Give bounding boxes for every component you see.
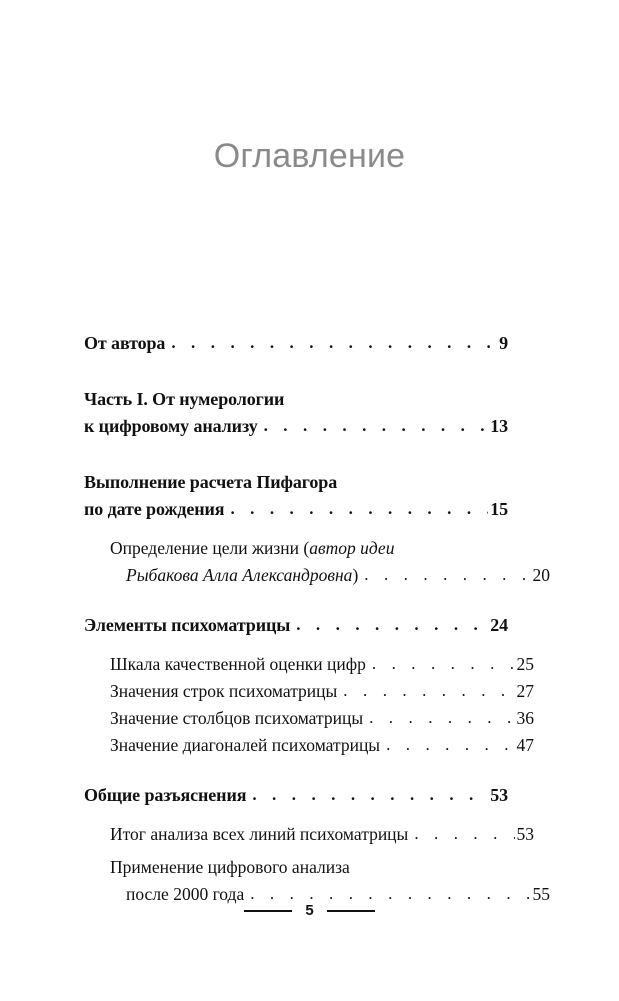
footer-rule-left	[244, 909, 293, 912]
toc-entry[interactable]: Часть I. От нумерологии к цифровому анал…	[84, 386, 508, 440]
toc-entry-page: 24	[490, 615, 508, 635]
dot-leader: . . . . . . . . . . . . . . . . . . . . …	[414, 824, 514, 843]
dot-leader: . . . . . . . . . . . . . . . . . . . . …	[343, 681, 514, 700]
toc-entry-page: 9	[499, 333, 508, 353]
page-title: Оглавление	[213, 137, 406, 175]
toc-entry-title: Определение цели жизни (	[110, 538, 310, 558]
toc-entry-page: 53	[516, 824, 535, 844]
toc-entry[interactable]: Итог анализа всех линий психоматрицы . .…	[84, 821, 534, 848]
spacer	[84, 589, 508, 612]
dot-leader: . . . . . . . . . . . . . . . . . . . . …	[296, 615, 488, 634]
toc-entry-title-italic: автор идеи	[309, 538, 395, 558]
toc-entry-page: 27	[516, 681, 535, 701]
spacer	[84, 440, 508, 469]
toc-entry-title: Значения строк психоматрицы	[110, 681, 338, 701]
footer-rule-right	[326, 909, 375, 912]
toc-entry[interactable]: Значение диагоналей психоматрицы . . . .…	[84, 732, 534, 759]
toc-entry[interactable]: Значение столбцов психоматрицы . . . . .…	[84, 705, 534, 732]
toc-entry-title-cont: по дате рождения	[84, 499, 225, 519]
table-of-contents: От автора . . . . . . . . . . . . . . . …	[84, 330, 550, 908]
toc-entry-title-cont: )	[352, 565, 359, 585]
toc-entry-page: 13	[490, 416, 508, 436]
toc-entry-title-italic-cont: Рыбакова Алла Александровна	[126, 565, 353, 585]
toc-entry-title: Элементы психоматрицы	[84, 615, 291, 635]
toc-entry-title-cont: к цифровому анализу	[84, 416, 258, 436]
toc-entry[interactable]: Применение цифрового анализа после 2000 …	[84, 854, 550, 908]
toc-entry-page: 20	[532, 565, 551, 585]
toc-entry-page: 53	[490, 785, 508, 805]
dot-leader: . . . . . . . . . . . . . . . . . . . . …	[263, 416, 489, 435]
dot-leader: . . . . . . . . . . . . . . . . . . . . …	[371, 654, 515, 673]
toc-entry-page: 36	[516, 708, 535, 728]
toc-entry-title: Шкала качественной оценки цифр	[110, 654, 366, 674]
toc-entry[interactable]: Определение цели жизни ( автор идеи Рыба…	[84, 535, 550, 589]
spacer	[84, 523, 508, 535]
toc-entry-page: 47	[516, 735, 535, 755]
dot-leader: . . . . . . . . . . . . . . . . . . . . …	[364, 565, 530, 584]
toc-entry[interactable]: Выполнение расчета Пифагора по дате рожд…	[84, 469, 508, 523]
toc-entry-title: Выполнение расчета Пифагора	[84, 472, 338, 492]
toc-entry[interactable]: Шкала качественной оценки цифр . . . . .…	[84, 651, 534, 678]
toc-entry-title-cont: после 2000 года	[126, 884, 245, 904]
toc-entry-title: Применение цифрового анализа	[110, 857, 350, 877]
toc-entry-title: Итог анализа всех линий психоматрицы	[110, 824, 409, 844]
dot-leader: . . . . . . . . . . . . . . . . . . . . …	[386, 735, 515, 754]
toc-entry-title: Значение диагоналей психоматрицы	[110, 735, 381, 755]
dot-leader: . . . . . . . . . . . . . . . . . . . . …	[252, 785, 488, 804]
dot-leader: . . . . . . . . . . . . . . . . . . . . …	[230, 499, 488, 518]
toc-entry-title: От автора	[84, 333, 166, 353]
page-footer: 5	[0, 903, 619, 918]
dot-leader: . . . . . . . . . . . . . . . . . . . . …	[250, 884, 530, 903]
toc-entry-page: 55	[532, 884, 551, 904]
spacer	[84, 759, 508, 782]
toc-entry-title: Значение столбцов психоматрицы	[110, 708, 364, 728]
page-number: 5	[305, 902, 314, 919]
toc-entry-page: 25	[516, 654, 535, 674]
toc-entry[interactable]: Значения строк психоматрицы . . . . . . …	[84, 678, 534, 705]
toc-entry-title: Общие разъяснения	[84, 785, 247, 805]
toc-entry[interactable]: От автора . . . . . . . . . . . . . . . …	[84, 330, 508, 357]
dot-leader: . . . . . . . . . . . . . . . . . . . . …	[171, 333, 497, 352]
toc-entry[interactable]: Общие разъяснения . . . . . . . . . . . …	[84, 782, 508, 809]
dot-leader: . . . . . . . . . . . . . . . . . . . . …	[369, 708, 514, 727]
toc-entry-title: Часть I. От нумерологии	[84, 389, 285, 409]
toc-entry[interactable]: Элементы психоматрицы . . . . . . . . . …	[84, 612, 508, 639]
toc-entry-page: 15	[490, 499, 508, 519]
spacer	[84, 357, 508, 386]
